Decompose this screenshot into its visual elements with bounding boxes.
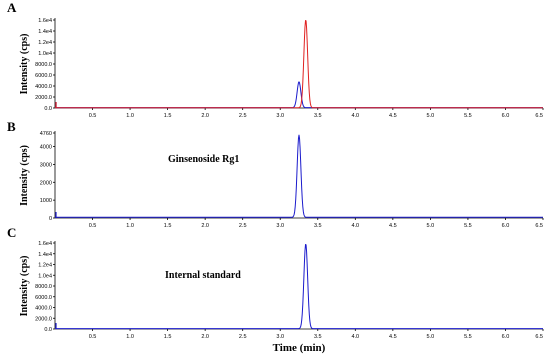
series-line-1 (55, 134, 543, 218)
y-tick-label: 2000 (40, 180, 52, 186)
y-tick-label: 1.6e4 (38, 241, 52, 247)
x-tick-label: 5.0 (427, 113, 435, 119)
y-tick-label: 3000 (40, 162, 52, 168)
panel-label: A (7, 0, 17, 15)
x-tick-label: 3.0 (276, 334, 284, 340)
x-tick-label: 6.5 (535, 223, 543, 229)
x-tick-label: 0.5 (89, 334, 97, 340)
y-tick-label: 4000 (40, 145, 52, 151)
x-tick-label: 6.5 (535, 113, 543, 119)
x-tick-label: 3.0 (276, 223, 284, 229)
x-tick-label: 6.0 (502, 334, 510, 340)
x-tick-label: 1.0 (126, 113, 134, 119)
y-tick-label: 1000 (40, 198, 52, 204)
x-tick-label: 0.5 (89, 223, 97, 229)
y-tick-label: 6000.0 (35, 295, 52, 301)
x-tick-label: 2.5 (239, 334, 247, 340)
x-tick-label: 2.0 (201, 223, 209, 229)
y-tick-label: 2000.0 (35, 316, 52, 322)
peak-annotation: Internal standard (165, 270, 241, 281)
x-tick-label: 4.5 (389, 334, 397, 340)
x-tick-label: 3.0 (276, 113, 284, 119)
x-tick-label: 4.5 (389, 113, 397, 119)
y-tick-label: 1.4e4 (38, 29, 52, 35)
x-tick-label: 2.0 (201, 113, 209, 119)
y-tick-label: 4760 (40, 131, 52, 137)
x-axis-label: Time (min) (273, 342, 326, 354)
x-tick-label: 4.5 (389, 223, 397, 229)
x-tick-label: 1.5 (164, 113, 172, 119)
x-tick-label: 5.5 (464, 223, 472, 229)
x-tick-label: 1.0 (126, 223, 134, 229)
x-tick-label: 2.5 (239, 113, 247, 119)
y-tick-label: 1.2e4 (38, 263, 52, 269)
x-tick-label: 1.5 (164, 334, 172, 340)
x-tick-label: 6.0 (502, 223, 510, 229)
y-tick-label: 0.0 (44, 106, 52, 112)
y-tick-label: 1.6e4 (38, 18, 52, 24)
y-tick-label: 6000.0 (35, 73, 52, 79)
x-tick-label: 6.0 (502, 113, 510, 119)
x-tick-label: 4.0 (351, 334, 359, 340)
y-tick-label: 0 (49, 216, 52, 222)
series-line-2 (55, 20, 543, 109)
x-tick-label: 1.0 (126, 334, 134, 340)
y-axis-label: Intensity (cps) (19, 34, 30, 95)
y-tick-label: 0.0 (44, 327, 52, 333)
y-axis-label: Intensity (cps) (19, 256, 30, 317)
panel-label: C (7, 225, 16, 240)
y-tick-label: 4000.0 (35, 84, 52, 90)
panel-label: B (7, 119, 16, 134)
x-tick-label: 3.5 (314, 223, 322, 229)
y-tick-label: 8000.0 (35, 62, 52, 68)
x-tick-label: 4.0 (351, 223, 359, 229)
y-tick-label: 1.4e4 (38, 252, 52, 258)
y-tick-label: 1.0e4 (38, 51, 52, 57)
x-tick-label: 5.0 (427, 223, 435, 229)
x-tick-label: 3.5 (314, 113, 322, 119)
y-axis-label: Intensity (cps) (19, 145, 30, 206)
x-tick-label: 6.5 (535, 334, 543, 340)
x-tick-label: 5.5 (464, 334, 472, 340)
x-tick-label: 2.0 (201, 334, 209, 340)
x-tick-label: 5.0 (427, 334, 435, 340)
y-tick-label: 8000.0 (35, 284, 52, 290)
x-tick-label: 5.5 (464, 113, 472, 119)
y-tick-label: 1.2e4 (38, 40, 52, 46)
series-line-1 (55, 81, 543, 109)
y-tick-label: 4000.0 (35, 306, 52, 312)
y-tick-label: 1.0e4 (38, 273, 52, 279)
peak-annotation: Ginsenoside Rg1 (168, 154, 239, 165)
x-tick-label: 4.0 (351, 113, 359, 119)
x-tick-label: 3.5 (314, 334, 322, 340)
y-tick-label: 2000.0 (35, 95, 52, 101)
x-tick-label: 2.5 (239, 223, 247, 229)
series-line-1 (55, 244, 543, 330)
x-tick-label: 1.5 (164, 223, 172, 229)
x-tick-label: 0.5 (89, 113, 97, 119)
